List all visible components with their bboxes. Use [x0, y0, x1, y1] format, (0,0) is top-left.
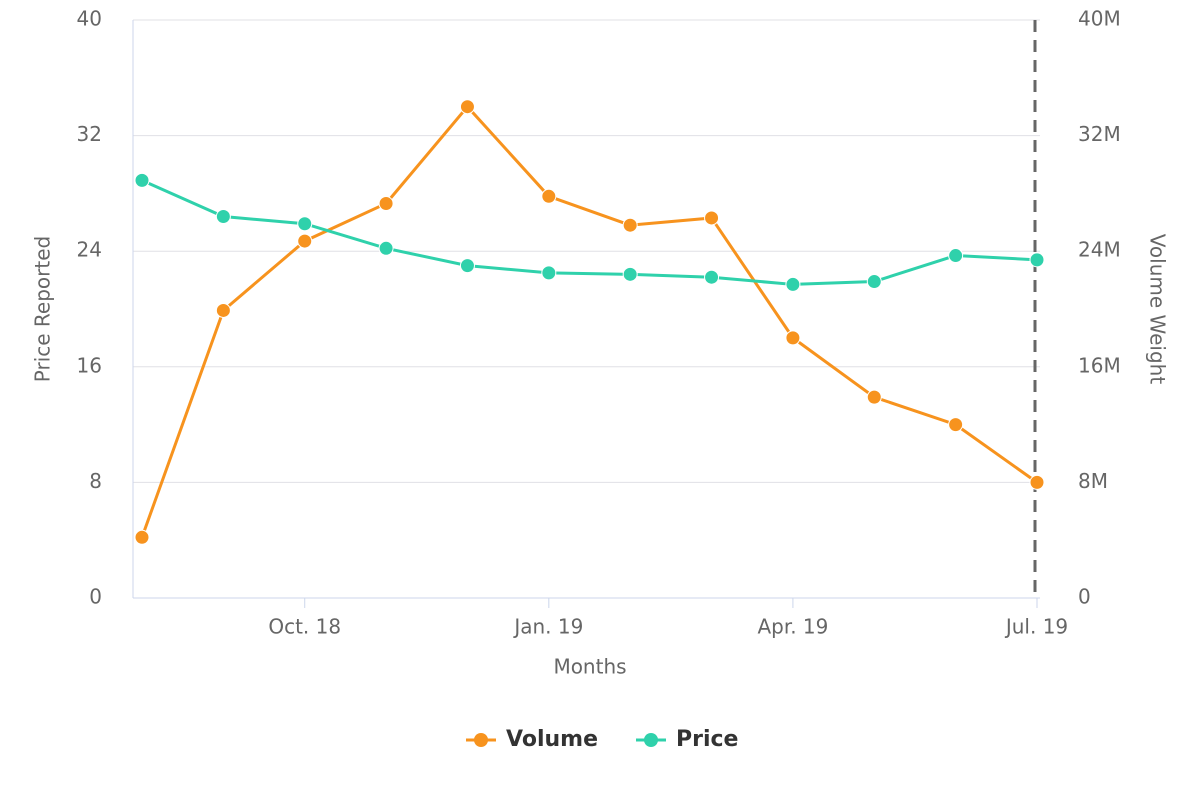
- data-point: [622, 266, 638, 282]
- data-point: [541, 265, 557, 281]
- data-point: [1029, 474, 1045, 490]
- data-point: [704, 210, 720, 226]
- y2-tick-label: 16M: [1078, 353, 1121, 377]
- data-point: [134, 529, 150, 545]
- x-axis-title: Months: [553, 655, 626, 679]
- y2-tick-label: 0: [1078, 585, 1091, 609]
- data-point: [704, 269, 720, 285]
- data-point: [215, 209, 231, 225]
- legend-label[interactable]: Price: [676, 727, 738, 752]
- y-tick-label: 16: [77, 353, 102, 377]
- y-tick-label: 40: [77, 7, 102, 31]
- x-tick-label: Apr. 19: [757, 615, 828, 639]
- data-point: [378, 240, 394, 256]
- data-point: [785, 276, 801, 292]
- data-point: [866, 274, 882, 290]
- data-point: [785, 330, 801, 346]
- data-point: [134, 172, 150, 188]
- legend-label[interactable]: Volume: [506, 727, 598, 752]
- y2-tick-label: 24M: [1078, 238, 1121, 262]
- data-point: [459, 258, 475, 274]
- y-tick-label: 0: [89, 585, 102, 609]
- data-point: [622, 217, 638, 233]
- y-axis-title: Price Reported: [31, 236, 55, 382]
- data-point: [297, 233, 313, 249]
- data-point: [948, 417, 964, 433]
- series-line: [140, 104, 1038, 538]
- data-point: [297, 216, 313, 232]
- data-point: [948, 248, 964, 264]
- y-tick-label: 32: [77, 122, 102, 146]
- data-point: [378, 196, 394, 212]
- x-tick-label: Oct. 18: [268, 615, 341, 639]
- y2-tick-label: 8M: [1078, 469, 1108, 493]
- series-line: [141, 179, 1038, 286]
- y-tick-label: 24: [77, 238, 102, 262]
- data-point: [866, 389, 882, 405]
- data-point: [1029, 252, 1045, 268]
- legend-symbol: [474, 733, 488, 747]
- data-point: [541, 188, 557, 204]
- y2-axis-title: Volume Weight: [1146, 234, 1170, 385]
- y2-tick-label: 40M: [1078, 7, 1121, 31]
- y-tick-label: 8: [89, 469, 102, 493]
- legend-symbol: [644, 733, 658, 747]
- y2-tick-label: 32M: [1078, 122, 1121, 146]
- x-tick-label: Jul. 19: [1004, 615, 1068, 639]
- x-tick-label: Jan. 19: [512, 615, 583, 639]
- data-point: [215, 302, 231, 318]
- data-point: [459, 99, 475, 115]
